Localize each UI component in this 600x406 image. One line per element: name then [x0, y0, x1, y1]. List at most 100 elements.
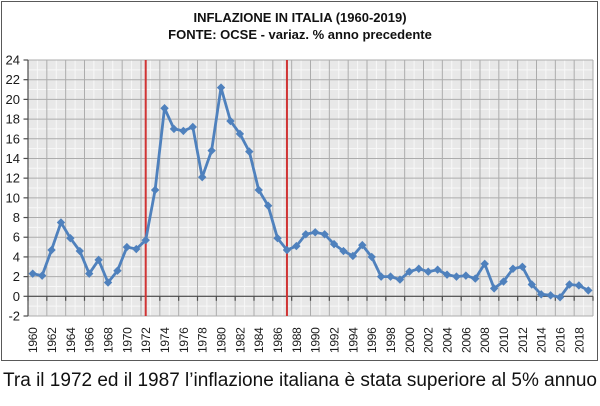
series-marker [282, 245, 292, 255]
x-tick-label: 2004 [441, 327, 455, 353]
series-marker [311, 228, 320, 237]
x-tick-label: 2002 [422, 327, 436, 353]
y-tick-label: 24 [6, 53, 20, 68]
x-tick-label: 1986 [271, 327, 285, 353]
x-tick-label: 1968 [102, 327, 116, 353]
series-marker [348, 251, 358, 261]
series-marker [461, 271, 471, 280]
x-tick-label: 2000 [403, 327, 417, 353]
series-marker [358, 240, 367, 250]
chart-title-block: INFLAZIONE IN ITALIA (1960-2019) FONTE: … [0, 9, 600, 43]
series-marker [555, 293, 565, 302]
series-marker [301, 230, 310, 239]
series-marker [198, 172, 207, 182]
series-marker [292, 241, 301, 251]
x-tick-label: 1966 [83, 327, 97, 353]
x-tick-label: 1998 [384, 327, 398, 353]
x-tick-label: 1976 [177, 327, 191, 353]
series-marker [47, 245, 56, 255]
series-marker [414, 264, 423, 273]
x-tick-label: 2006 [459, 327, 473, 353]
series-marker [235, 129, 245, 139]
x-tick-label: 1984 [252, 327, 266, 353]
series-marker [28, 269, 37, 278]
series-marker [245, 147, 254, 156]
series-marker [395, 275, 405, 284]
x-tick-label: 2014 [535, 327, 549, 353]
x-tick-label: 1962 [45, 327, 59, 353]
series-marker [216, 83, 226, 92]
y-tick-label: 0 [13, 289, 20, 304]
series-marker [386, 272, 395, 281]
series-marker [471, 274, 480, 283]
series-marker [254, 185, 263, 195]
series-marker [367, 252, 376, 262]
y-tick-label: -2 [8, 309, 20, 324]
x-tick-label: 1988 [290, 327, 304, 353]
y-tick-label: 16 [6, 131, 20, 146]
series-marker [188, 122, 197, 132]
y-tick-label: 18 [6, 112, 20, 127]
series-marker [489, 284, 499, 293]
series-marker [584, 286, 593, 295]
x-tick-label: 1972 [139, 327, 153, 353]
series-marker [75, 246, 84, 256]
series-marker [103, 278, 113, 287]
series-marker [263, 201, 273, 210]
x-tick-label: 2018 [572, 327, 586, 353]
series-marker [565, 280, 574, 289]
series-markers [28, 83, 593, 302]
x-tick-label: 1964 [64, 327, 78, 353]
series-marker [56, 218, 66, 227]
x-tick-label: 1990 [309, 327, 323, 353]
x-tick-label: 1978 [196, 327, 210, 353]
series-marker [66, 234, 75, 243]
series-marker [339, 246, 348, 256]
series-marker [94, 255, 103, 265]
series-marker [85, 269, 94, 278]
series-marker [442, 270, 452, 279]
series-marker [452, 272, 461, 281]
series-marker [150, 185, 160, 195]
series-marker [508, 264, 518, 273]
y-tick-label: 12 [6, 171, 20, 186]
series-marker [122, 242, 132, 252]
series-marker [574, 281, 584, 290]
x-tick-label: 1996 [365, 327, 379, 353]
x-tick-label: 1970 [120, 327, 134, 353]
series-marker [518, 262, 527, 271]
y-tick-label: 14 [6, 151, 20, 166]
x-tick-label: 1980 [215, 327, 229, 353]
annotation-vlines [144, 60, 288, 316]
series-marker [113, 266, 122, 275]
chart-caption: Tra il 1972 ed il 1987 l’inflazione ital… [3, 370, 597, 391]
series-marker [376, 272, 386, 281]
y-tick-label: 8 [13, 210, 20, 225]
series-marker [207, 146, 216, 155]
y-tick-label: 10 [6, 190, 20, 205]
series-marker [424, 267, 433, 276]
y-tick-label: 6 [13, 230, 20, 245]
series-marker [499, 277, 508, 286]
x-tick-label: 2016 [554, 327, 568, 353]
y-tick-label: 22 [6, 72, 20, 87]
grid-major [27, 59, 594, 317]
axes [23, 59, 594, 317]
series-marker [160, 104, 169, 113]
series-marker [273, 234, 282, 243]
series-marker [546, 291, 555, 300]
x-tick-label: 2008 [478, 327, 492, 353]
y-tick-label: 2 [13, 269, 20, 284]
x-tick-label: 1992 [328, 327, 342, 353]
series-marker [405, 267, 414, 276]
series-marker [537, 290, 546, 299]
series-marker [433, 265, 442, 274]
series-marker [179, 126, 188, 136]
series-marker [37, 271, 47, 280]
series-marker [141, 235, 150, 245]
y-tick-label: 20 [6, 92, 20, 107]
x-tick-labels: 1960 1962 1964 1966 1968 1970 1972 1974 1976 1978… [26, 327, 586, 353]
